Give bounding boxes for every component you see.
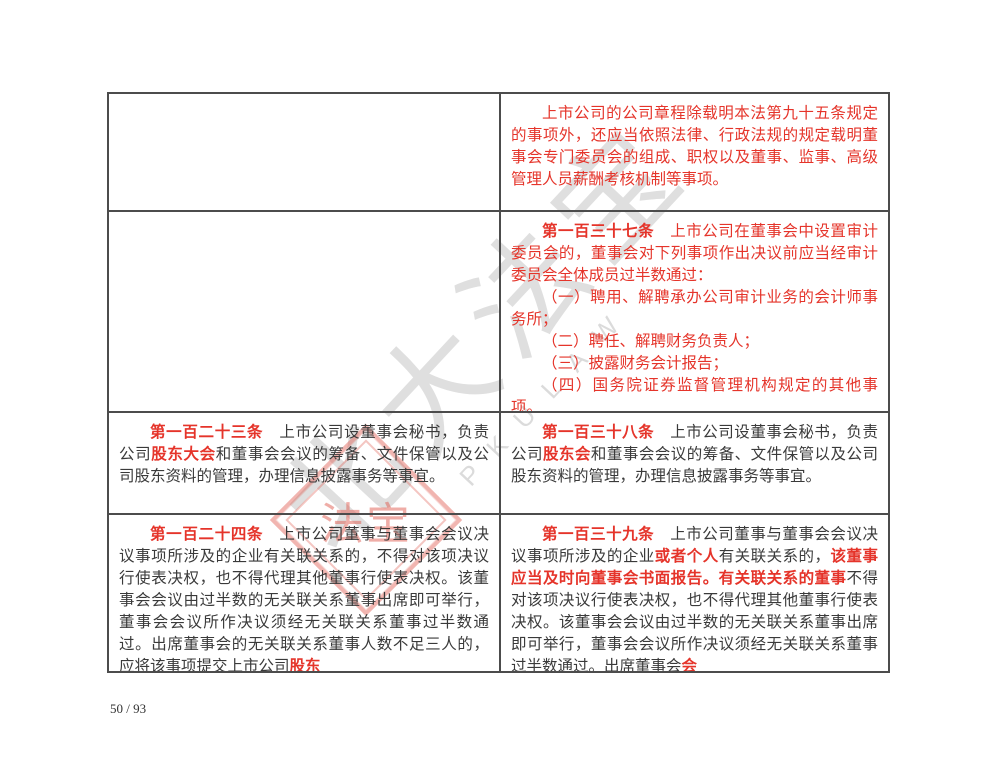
text-run: 第一百三十八条 <box>542 424 655 441</box>
text-run: 第一百三十七条 <box>542 223 655 240</box>
text-run <box>654 424 670 441</box>
text-run: 第一百三十九条 <box>542 526 655 543</box>
text-run <box>654 223 670 240</box>
paragraph: （二）聘任、解聘财务负责人； <box>511 331 878 353</box>
text-run: 股东会 <box>542 446 591 463</box>
table-row: 第一百二十三条 上市公司设董事会秘书，负责公司股东大会和董事会会议的筹备、文件保… <box>109 411 888 513</box>
new-law-cell: 上市公司的公司章程除载明本法第九十五条规定的事项外，还应当依照法律、行政法规的规… <box>501 94 888 210</box>
text-run: （一）聘用、解聘承办公司审计业务的会计师事务所； <box>511 289 878 328</box>
text-run: 和董事会会议的筹备、文件保管以及公司股东资料的管理，办理信息披露事务等事宜。 <box>511 446 878 485</box>
table-row: 第一百二十四条 上市公司董事与董事会会议决议事项所涉及的企业有关联关系的，不得对… <box>109 513 888 671</box>
text-run: 会 <box>681 658 698 671</box>
new-law-cell: 第一百三十八条 上市公司设董事会秘书，负责公司股东会和董事会会议的筹备、文件保管… <box>501 413 888 513</box>
old-law-cell <box>109 212 501 411</box>
text-run: 有关联关系的， <box>718 548 831 565</box>
paragraph: 第一百二十四条 上市公司董事与董事会会议决议事项所涉及的企业有关联关系的，不得对… <box>119 524 489 671</box>
text-run: 和董事会会议的筹备、文件保管以及公司股东资料的管理，办理信息披露事务等事宜。 <box>119 446 489 485</box>
law-comparison-table: 上市公司的公司章程除载明本法第九十五条规定的事项外，还应当依照法律、行政法规的规… <box>107 92 890 673</box>
text-run: （四）国务院证券监督管理机构规定的其他事项。 <box>511 377 878 411</box>
text-run <box>263 424 279 441</box>
text-run: 上市公司董事与董事会会议决议事项所涉及的企业有关联关系的，不得对该项决议行使表决… <box>119 526 489 671</box>
text-run: 上市公司在董事会中设置审计委员会的，董事会对下列事项作出决议前应当经审计委员会全… <box>511 223 878 284</box>
table-row: 上市公司的公司章程除载明本法第九十五条规定的事项外，还应当依照法律、行政法规的规… <box>109 94 888 210</box>
paragraph: （四）国务院证券监督管理机构规定的其他事项。 <box>511 375 878 411</box>
paragraph: 第一百三十八条 上市公司设董事会秘书，负责公司股东会和董事会会议的筹备、文件保管… <box>511 422 878 488</box>
text-run <box>263 526 279 543</box>
text-run: 上市公司设董事会秘书，负责公司 <box>119 424 489 463</box>
text-run: 第一百二十四条 <box>150 526 264 543</box>
paragraph: 第一百三十九条 上市公司董事与董事会会议决议事项所涉及的企业或者个人有关联关系的… <box>511 524 878 671</box>
new-law-cell: 第一百三十七条 上市公司在董事会中设置审计委员会的，董事会对下列事项作出决议前应… <box>501 212 888 411</box>
new-law-cell: 第一百三十九条 上市公司董事与董事会会议决议事项所涉及的企业或者个人有关联关系的… <box>501 515 888 671</box>
text-run: 股东大会 <box>151 446 216 463</box>
text-run: 第一百二十三条 <box>150 424 264 441</box>
page-number: 50 / 93 <box>110 701 147 716</box>
text-run: 不得对该项决议行使表决权，也不得代理其他董事行使表决权。该董事会会议由过半数的无… <box>511 570 878 671</box>
text-run <box>654 526 670 543</box>
old-law-cell: 第一百二十三条 上市公司设董事会秘书，负责公司股东大会和董事会会议的筹备、文件保… <box>109 413 501 513</box>
paragraph: （三）披露财务会计报告； <box>511 353 878 375</box>
text-run: 股东 <box>289 658 321 671</box>
paragraph: 第一百三十七条 上市公司在董事会中设置审计委员会的，董事会对下列事项作出决议前应… <box>511 221 878 287</box>
paragraph: 上市公司的公司章程除载明本法第九十五条规定的事项外，还应当依照法律、行政法规的规… <box>511 103 878 191</box>
old-law-cell <box>109 94 501 210</box>
paragraph: （一）聘用、解聘承办公司审计业务的会计师事务所； <box>511 287 878 331</box>
text-run: （二）聘任、解聘财务负责人； <box>542 333 760 350</box>
text-run: 上市公司的公司章程除载明本法第九十五条规定的事项外，还应当依照法律、行政法规的规… <box>511 105 878 188</box>
text-run: 上市公司设董事会秘书，负责公司 <box>511 424 878 463</box>
text-run: 上市公司董事与董事会会议决议事项所涉及的企业 <box>511 526 878 565</box>
old-law-cell: 第一百二十四条 上市公司董事与董事会会议决议事项所涉及的企业有关联关系的，不得对… <box>109 515 501 671</box>
text-run: （三）披露财务会计报告； <box>542 355 729 372</box>
paragraph: 第一百二十三条 上市公司设董事会秘书，负责公司股东大会和董事会会议的筹备、文件保… <box>119 422 489 488</box>
table-row: 第一百三十七条 上市公司在董事会中设置审计委员会的，董事会对下列事项作出决议前应… <box>109 210 888 411</box>
text-run: 或者个人 <box>654 548 719 565</box>
text-run: 该董事应当及时向董事会书面报告。有关联关系的董事 <box>511 548 878 587</box>
